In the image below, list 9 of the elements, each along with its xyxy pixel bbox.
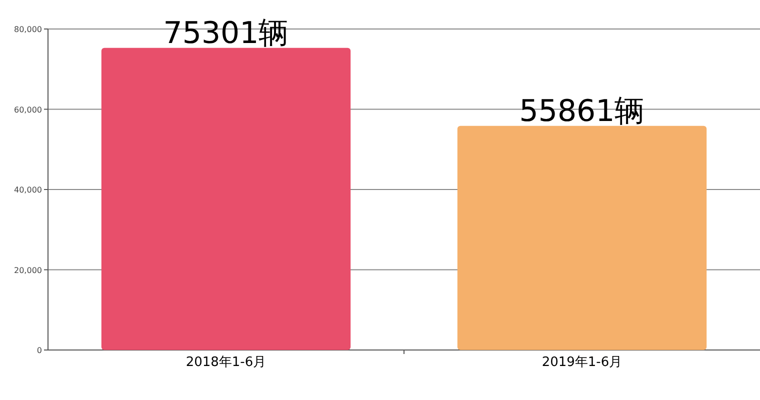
- y-tick-label: 0: [36, 346, 42, 355]
- x-tick-label: 2019年1-6月: [542, 355, 622, 370]
- y-tick-label: 40,000: [14, 186, 42, 194]
- y-tick-label: 20,000: [14, 266, 42, 275]
- data-label: 55861辆: [519, 94, 645, 129]
- data-label: 75301辆: [163, 16, 289, 51]
- y-tick-label: 60,000: [14, 105, 42, 114]
- y-tick-label: 80,000: [14, 25, 42, 34]
- x-tick-label: 2018年1-6月: [186, 355, 266, 370]
